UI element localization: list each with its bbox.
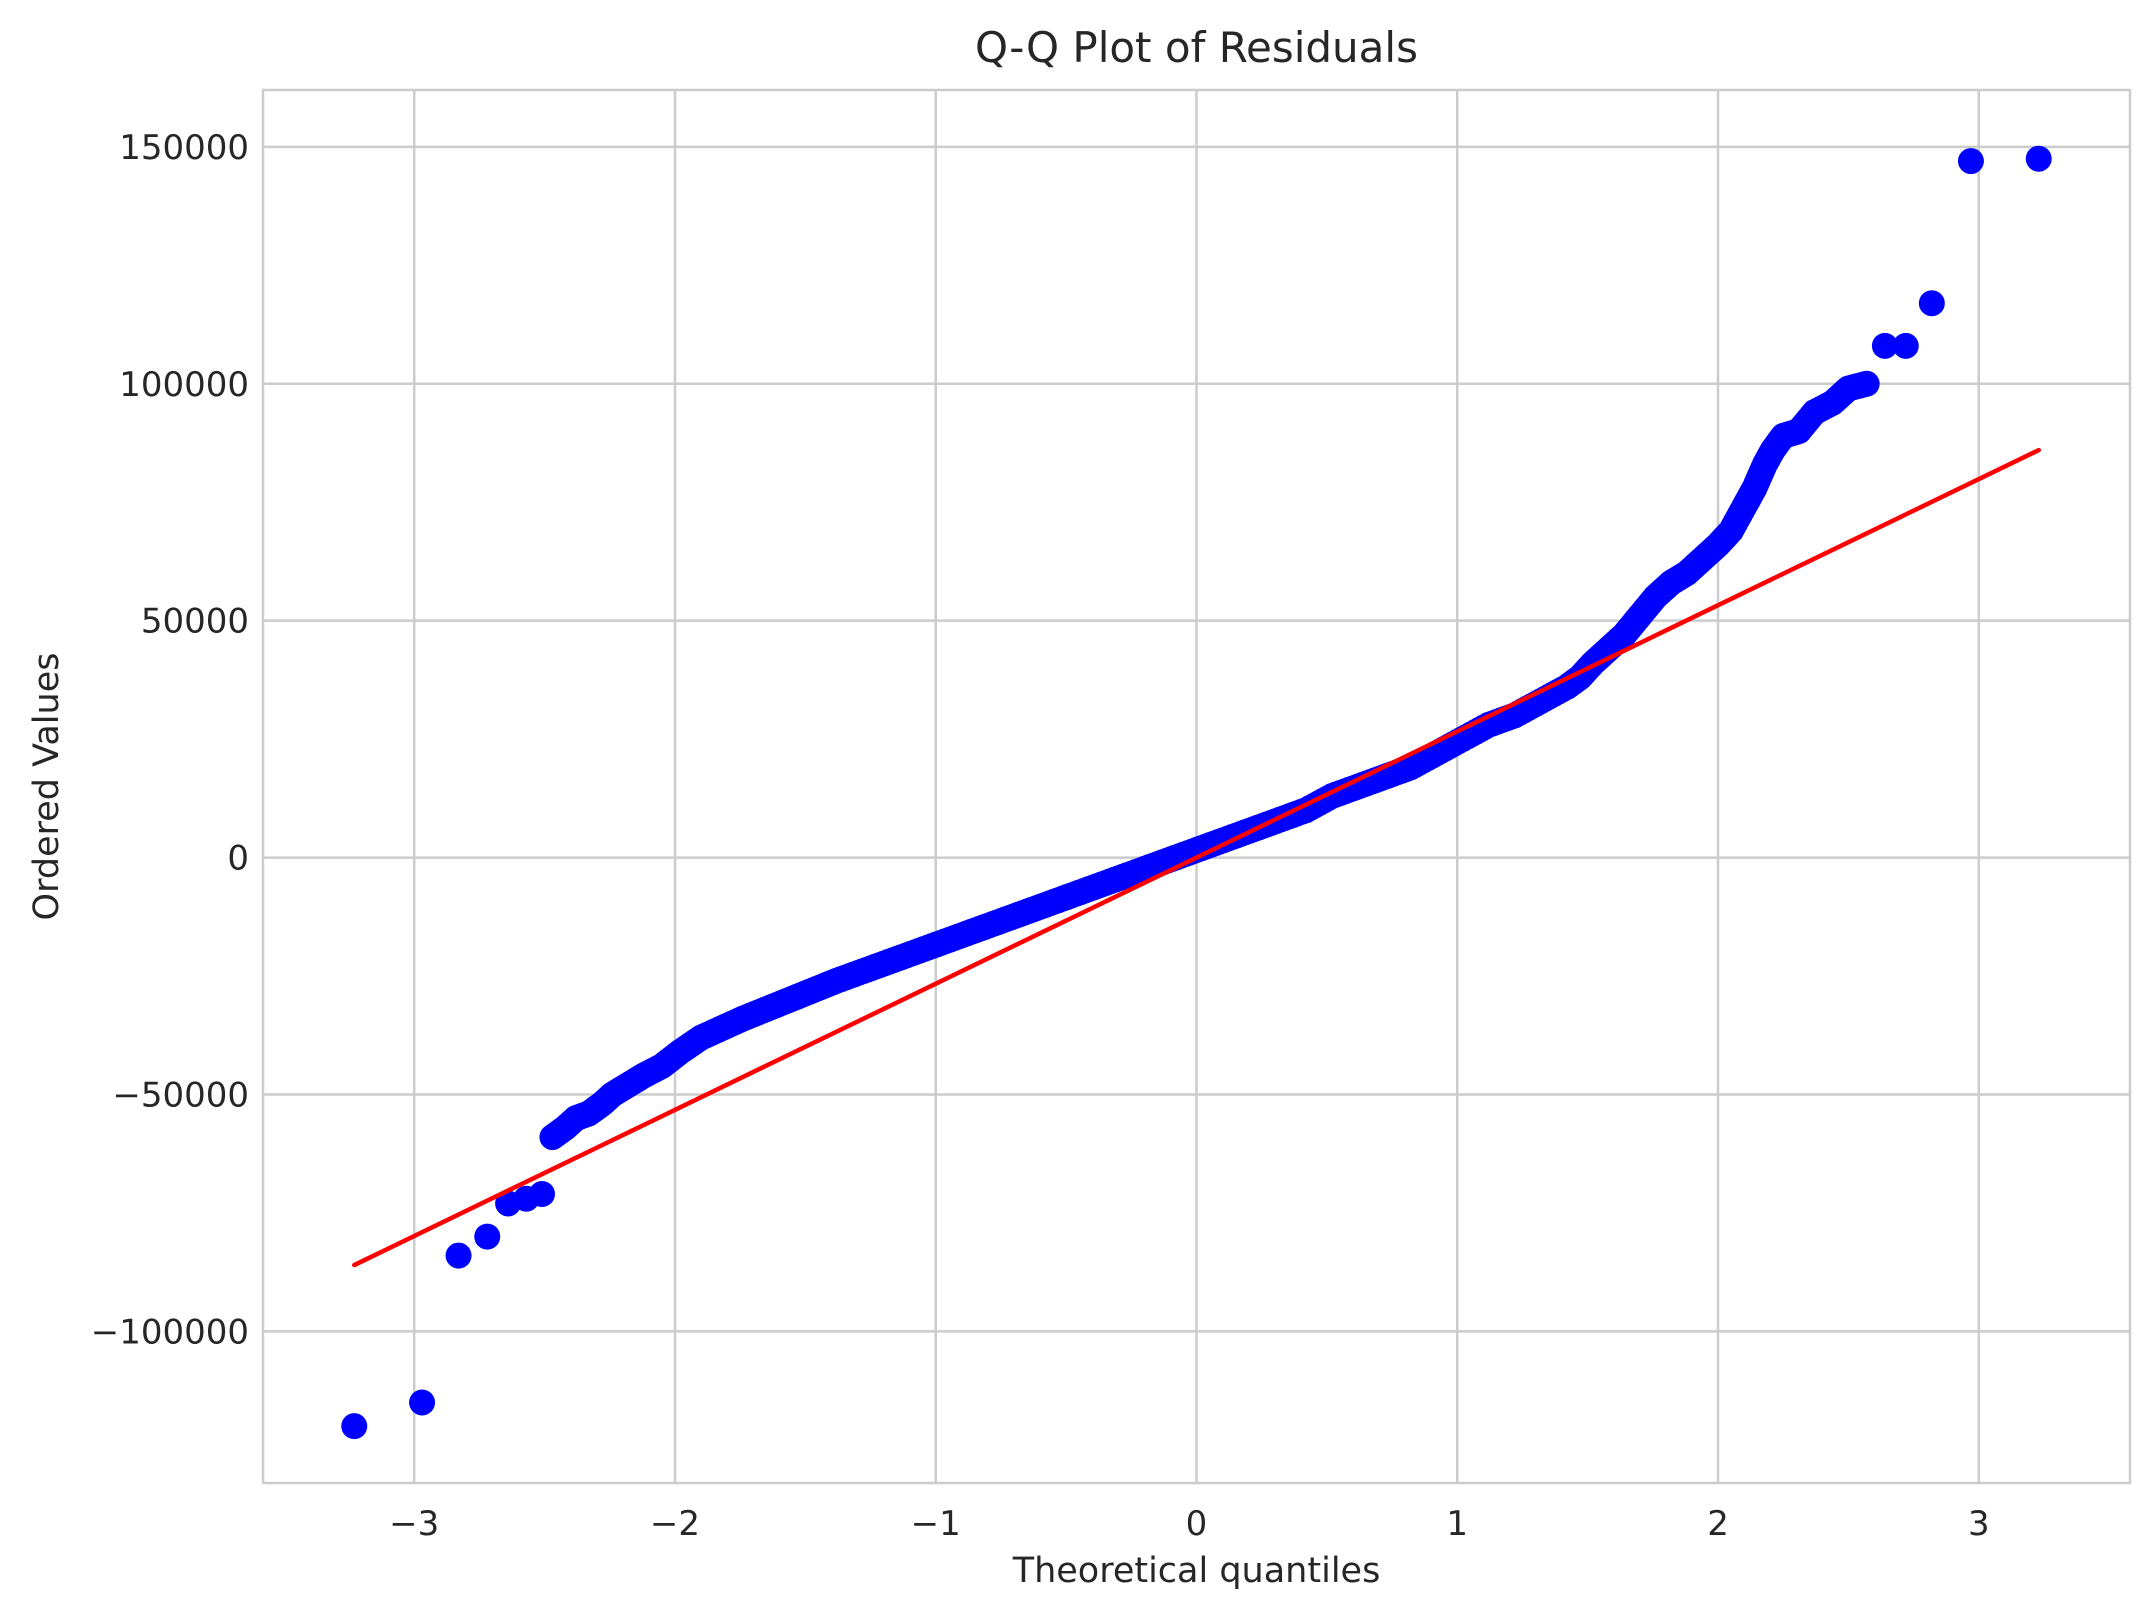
x-tick-label: −1 (911, 1504, 961, 1544)
y-tick-label: −50000 (112, 1075, 249, 1115)
x-axis-title: Theoretical quantiles (1012, 1551, 1381, 1591)
data-point (1957, 148, 1984, 175)
data-point (445, 1242, 472, 1269)
plot-frame (261, 88, 2132, 1485)
data-point (474, 1223, 501, 1250)
data-point (2025, 145, 2052, 172)
data-point (1853, 370, 1880, 397)
y-tick-label: −100000 (91, 1312, 249, 1352)
data-point (1892, 332, 1919, 359)
y-tick-labels: −100000 −50000 0 50000 100000 150000 (91, 128, 249, 1353)
data-point (341, 1413, 368, 1440)
grid-lines (263, 90, 2130, 1483)
y-axis-title: Ordered Values (27, 653, 67, 921)
x-tick-label: 3 (1968, 1504, 1990, 1544)
y-tick-label: 0 (227, 839, 249, 879)
x-tick-labels: −3 −2 −1 0 1 2 3 (389, 1504, 1989, 1544)
x-tick-label: 0 (1186, 1504, 1208, 1544)
y-tick-label: 100000 (119, 365, 249, 405)
data-points (341, 145, 2052, 1440)
chart-title: Q-Q Plot of Residuals (975, 23, 1418, 72)
x-tick-label: 2 (1707, 1504, 1729, 1544)
x-tick-label: 1 (1446, 1504, 1468, 1544)
y-tick-label: 150000 (119, 128, 249, 168)
x-tick-label: −3 (389, 1504, 439, 1544)
x-tick-label: −2 (650, 1504, 700, 1544)
reference-fit-line (352, 447, 2041, 1268)
data-point (1871, 332, 1898, 359)
y-tick-label: 50000 (141, 602, 249, 642)
data-point (1918, 290, 1945, 317)
data-point (409, 1389, 436, 1416)
data-point (529, 1180, 556, 1207)
